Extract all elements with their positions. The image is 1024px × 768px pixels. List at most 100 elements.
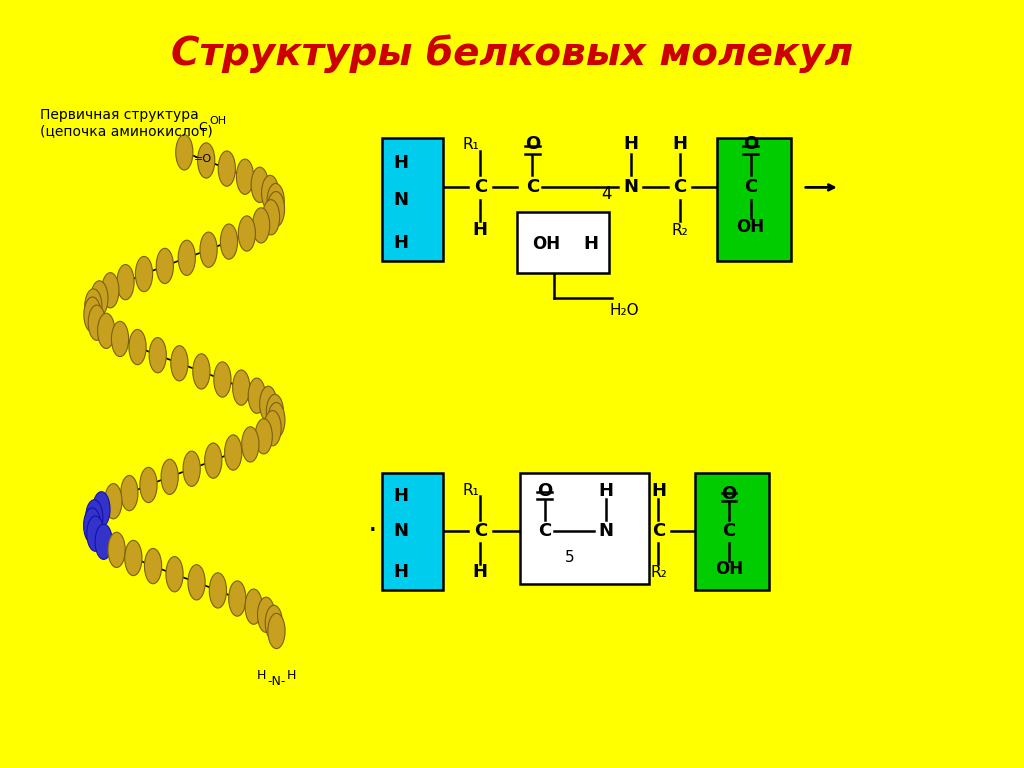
Text: R₂: R₂ [672, 223, 688, 238]
Circle shape [129, 329, 146, 365]
Circle shape [95, 524, 113, 559]
Text: C: C [474, 178, 486, 197]
Circle shape [264, 411, 282, 445]
Circle shape [255, 419, 272, 454]
Text: N: N [624, 178, 638, 197]
Text: R₁: R₁ [463, 483, 479, 498]
Text: OH: OH [210, 116, 226, 126]
Text: Первичная структура
(цепочка аминокислот): Первичная структура (цепочка аминокислот… [40, 108, 213, 138]
Text: O: O [722, 485, 736, 502]
Circle shape [253, 208, 269, 243]
Circle shape [266, 394, 284, 429]
Circle shape [176, 134, 193, 170]
Text: C: C [474, 522, 486, 541]
Bar [520, 473, 649, 584]
Bar [695, 473, 769, 590]
Bar [717, 138, 791, 261]
Text: N: N [599, 522, 613, 541]
Text: H: H [393, 154, 408, 172]
Circle shape [267, 191, 285, 227]
Text: C: C [526, 178, 539, 197]
Text: C: C [199, 121, 207, 134]
Text: H: H [256, 669, 266, 681]
Text: O: O [743, 135, 758, 154]
Text: R₂: R₂ [650, 564, 667, 580]
Circle shape [150, 338, 166, 372]
Circle shape [140, 468, 157, 502]
Circle shape [232, 370, 250, 406]
Text: H: H [584, 235, 598, 253]
Text: C: C [674, 178, 686, 197]
Text: -N-: -N- [267, 675, 286, 688]
Circle shape [224, 435, 242, 470]
Text: Структуры белковых молекул: Структуры белковых молекул [171, 35, 853, 73]
Circle shape [117, 264, 134, 300]
Text: H: H [287, 669, 297, 681]
Circle shape [268, 614, 285, 649]
Circle shape [144, 548, 162, 584]
Circle shape [88, 305, 105, 340]
Circle shape [265, 605, 283, 641]
Circle shape [85, 289, 102, 324]
Circle shape [193, 354, 210, 389]
Text: R₁: R₁ [463, 137, 479, 152]
Text: C: C [652, 522, 665, 541]
Circle shape [261, 175, 279, 210]
Text: OH: OH [531, 235, 560, 253]
Circle shape [257, 598, 274, 632]
Circle shape [161, 459, 178, 495]
Circle shape [251, 167, 268, 203]
Circle shape [171, 346, 188, 381]
Circle shape [267, 402, 285, 438]
Circle shape [218, 151, 236, 186]
Circle shape [239, 216, 255, 251]
Circle shape [121, 475, 138, 511]
Circle shape [104, 484, 122, 519]
Circle shape [242, 427, 259, 462]
Text: OH: OH [736, 218, 765, 237]
Circle shape [188, 564, 205, 600]
Text: C: C [539, 522, 551, 541]
Text: N: N [393, 190, 408, 209]
Circle shape [245, 589, 262, 624]
Text: O: O [538, 482, 552, 500]
Text: OH: OH [715, 561, 743, 578]
Circle shape [214, 362, 231, 397]
Circle shape [183, 451, 201, 486]
Text: H₂O: H₂O [610, 303, 639, 318]
Circle shape [198, 143, 215, 178]
Circle shape [209, 573, 226, 608]
Circle shape [200, 232, 217, 267]
Circle shape [112, 321, 129, 356]
Text: H: H [473, 221, 487, 240]
Circle shape [84, 508, 100, 543]
Circle shape [93, 492, 110, 527]
Circle shape [108, 532, 125, 568]
Text: C: C [744, 178, 757, 197]
Text: H: H [393, 488, 408, 505]
Circle shape [87, 516, 104, 551]
Text: N: N [393, 522, 408, 541]
Circle shape [91, 281, 108, 316]
Text: O: O [525, 135, 540, 154]
Text: =O: =O [194, 154, 212, 164]
Circle shape [86, 500, 102, 535]
Text: 5: 5 [564, 550, 574, 565]
Circle shape [237, 159, 254, 194]
Text: H: H [473, 563, 487, 581]
Circle shape [260, 386, 276, 422]
Circle shape [178, 240, 196, 276]
Text: H: H [393, 563, 408, 581]
Circle shape [97, 313, 115, 349]
Bar [382, 473, 443, 590]
Text: H: H [673, 135, 687, 154]
Text: H: H [599, 482, 613, 500]
Circle shape [125, 541, 142, 575]
Text: C: C [723, 522, 735, 541]
Text: ·: · [368, 517, 378, 546]
Text: H: H [393, 233, 408, 252]
Circle shape [267, 184, 285, 219]
Circle shape [157, 248, 173, 283]
Bar [517, 212, 609, 273]
Bar [382, 138, 443, 261]
